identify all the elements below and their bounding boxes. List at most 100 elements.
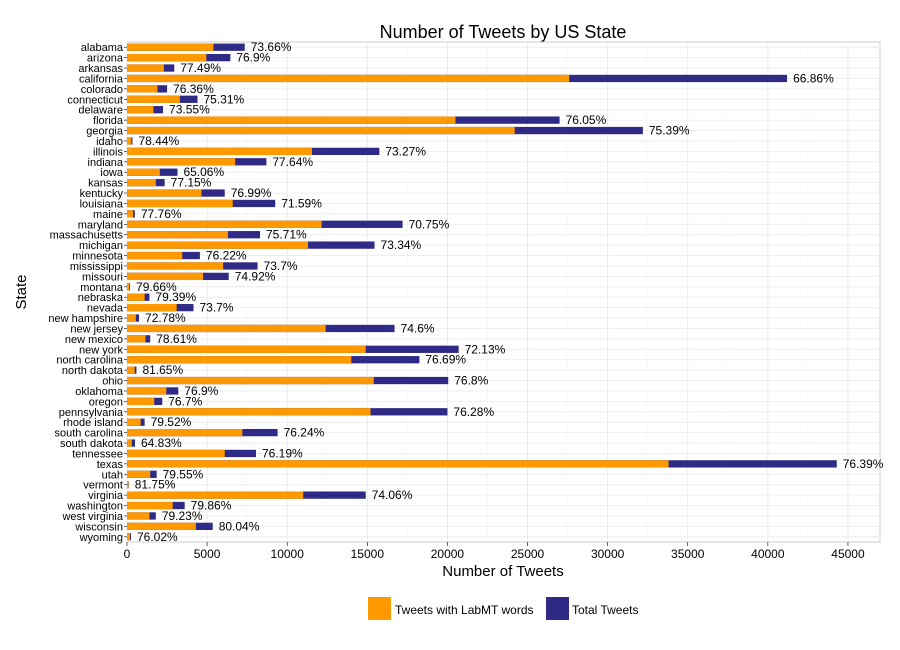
bar-labmt-minnesota [127,251,183,260]
x-tick-label: 40000 [751,547,785,561]
bar-labmt-delaware [127,106,154,114]
pct-label: 75.39% [649,124,690,138]
bar-labmt-wyoming [127,533,131,541]
state-label: maine [93,209,123,221]
bar-labmt-washington [127,501,173,510]
grid-lines [126,42,880,542]
bar-labmt-kentucky [127,189,202,197]
pct-label: 73.7% [199,301,233,315]
bar-labmt-california [127,74,570,83]
bar-labmt-colorado [127,85,158,93]
state-label: nevada [87,303,124,315]
state-label: minnesota [72,251,124,263]
pct-label: 77.49% [180,61,221,75]
bar-labmt-rhode-island [127,418,141,426]
bar-labmt-maine [127,210,134,218]
x-tick-label: 10000 [271,547,305,561]
state-label: indiana [88,157,124,169]
bar-labmt-new-jersey [127,324,326,333]
state-label: wisconsin [74,521,123,533]
state-label: utah [102,469,123,481]
bar-labmt-north-dakota [127,366,135,374]
bar-labmt-ohio [127,376,374,385]
pct-label: 76.02% [137,530,178,544]
bar-labmt-utah [127,470,151,478]
state-label: idaho [96,136,123,148]
pct-label: 74.06% [372,488,413,502]
bar-labmt-michigan [127,241,309,249]
state-label: west virginia [61,511,123,523]
state-label: kentucky [80,188,124,200]
bar-labmt-connecticut [127,95,180,103]
bar-labmt-new-hampshire [127,314,136,322]
x-axis-title: Number of Tweets [442,563,563,580]
bar-labmt-north-carolina [127,356,352,364]
state-label: missouri [82,271,123,283]
bar-labmt-new-york [127,345,366,353]
x-tick-label: 30000 [591,547,625,561]
bar-labmt-virginia [127,491,304,499]
pct-label: 77.64% [272,155,313,169]
pct-label: 72.78% [145,311,186,325]
pct-label: 76.9% [184,384,218,398]
bar-labmt-indiana [127,158,236,166]
bar-labmt-idaho [127,137,132,145]
bar-labmt-nevada [127,303,177,312]
state-label: iowa [100,167,124,179]
bar-labmt-oregon [127,397,155,406]
pct-label: 64.83% [141,436,182,450]
state-label: new mexico [65,334,123,346]
pct-label: 72.13% [465,342,506,356]
pct-label: 76.05% [566,113,607,127]
legend: Tweets with LabMT words Total Tweets [368,597,638,620]
pct-label: 71.59% [281,196,322,210]
bar-labmt-nebraska [127,293,145,301]
state-label: texas [97,459,124,471]
state-label: michigan [79,240,123,252]
bar-labmt-vermont [127,481,129,489]
state-label: rhode island [63,417,123,429]
pct-label: 76.22% [206,249,247,263]
bar-labmt-pennsylvania [127,408,371,416]
x-axis-ticks: 0 5000 10000 15000 20000 25000 30000 35000 40000… [124,542,865,561]
x-tick-label: 45000 [831,547,865,561]
pct-label: 76.7% [168,394,202,408]
bar-labmt-arizona [127,53,207,62]
pct-label: 79.66% [136,280,177,294]
percentage-labels: 76.02%80.04%79.23%79.86%74.06%81.75%79.5… [135,40,884,544]
pct-label: 66.86% [793,71,834,85]
legend-swatch-total [546,597,569,620]
state-label: wyoming [79,532,123,544]
bar-labmt-arkansas [127,64,164,72]
pct-label: 76.8% [454,374,488,388]
pct-label: 79.55% [163,467,204,481]
bar-labmt-west-virginia [127,512,150,520]
state-label: alabama [81,42,124,54]
bar-labmt-kansas [127,178,156,187]
pct-label: 78.44% [138,134,179,148]
state-label: california [79,73,124,85]
pct-label: 76.39% [843,457,884,471]
pct-label: 76.99% [231,186,272,200]
pct-label: 80.04% [219,519,260,533]
state-label: connecticut [67,94,123,106]
state-label: pennsylvania [59,407,124,419]
state-label: north dakota [62,365,124,377]
x-tick-label: 35000 [671,547,705,561]
bar-labmt-new-mexico [127,335,146,343]
pct-label: 81.65% [142,363,183,377]
pct-label: 73.66% [251,40,292,54]
pct-label: 76.24% [284,426,325,440]
state-label: oklahoma [75,386,124,398]
pct-label: 78.61% [156,332,197,346]
bar-labmt-maryland [127,220,322,228]
state-label: montana [80,282,124,294]
state-label: maryland [78,219,123,231]
bar-labmt-mississippi [127,262,224,270]
state-label: ohio [102,376,123,388]
state-label: new hampshire [48,313,123,325]
pct-label: 74.92% [235,269,276,283]
state-label: vermont [83,480,123,492]
